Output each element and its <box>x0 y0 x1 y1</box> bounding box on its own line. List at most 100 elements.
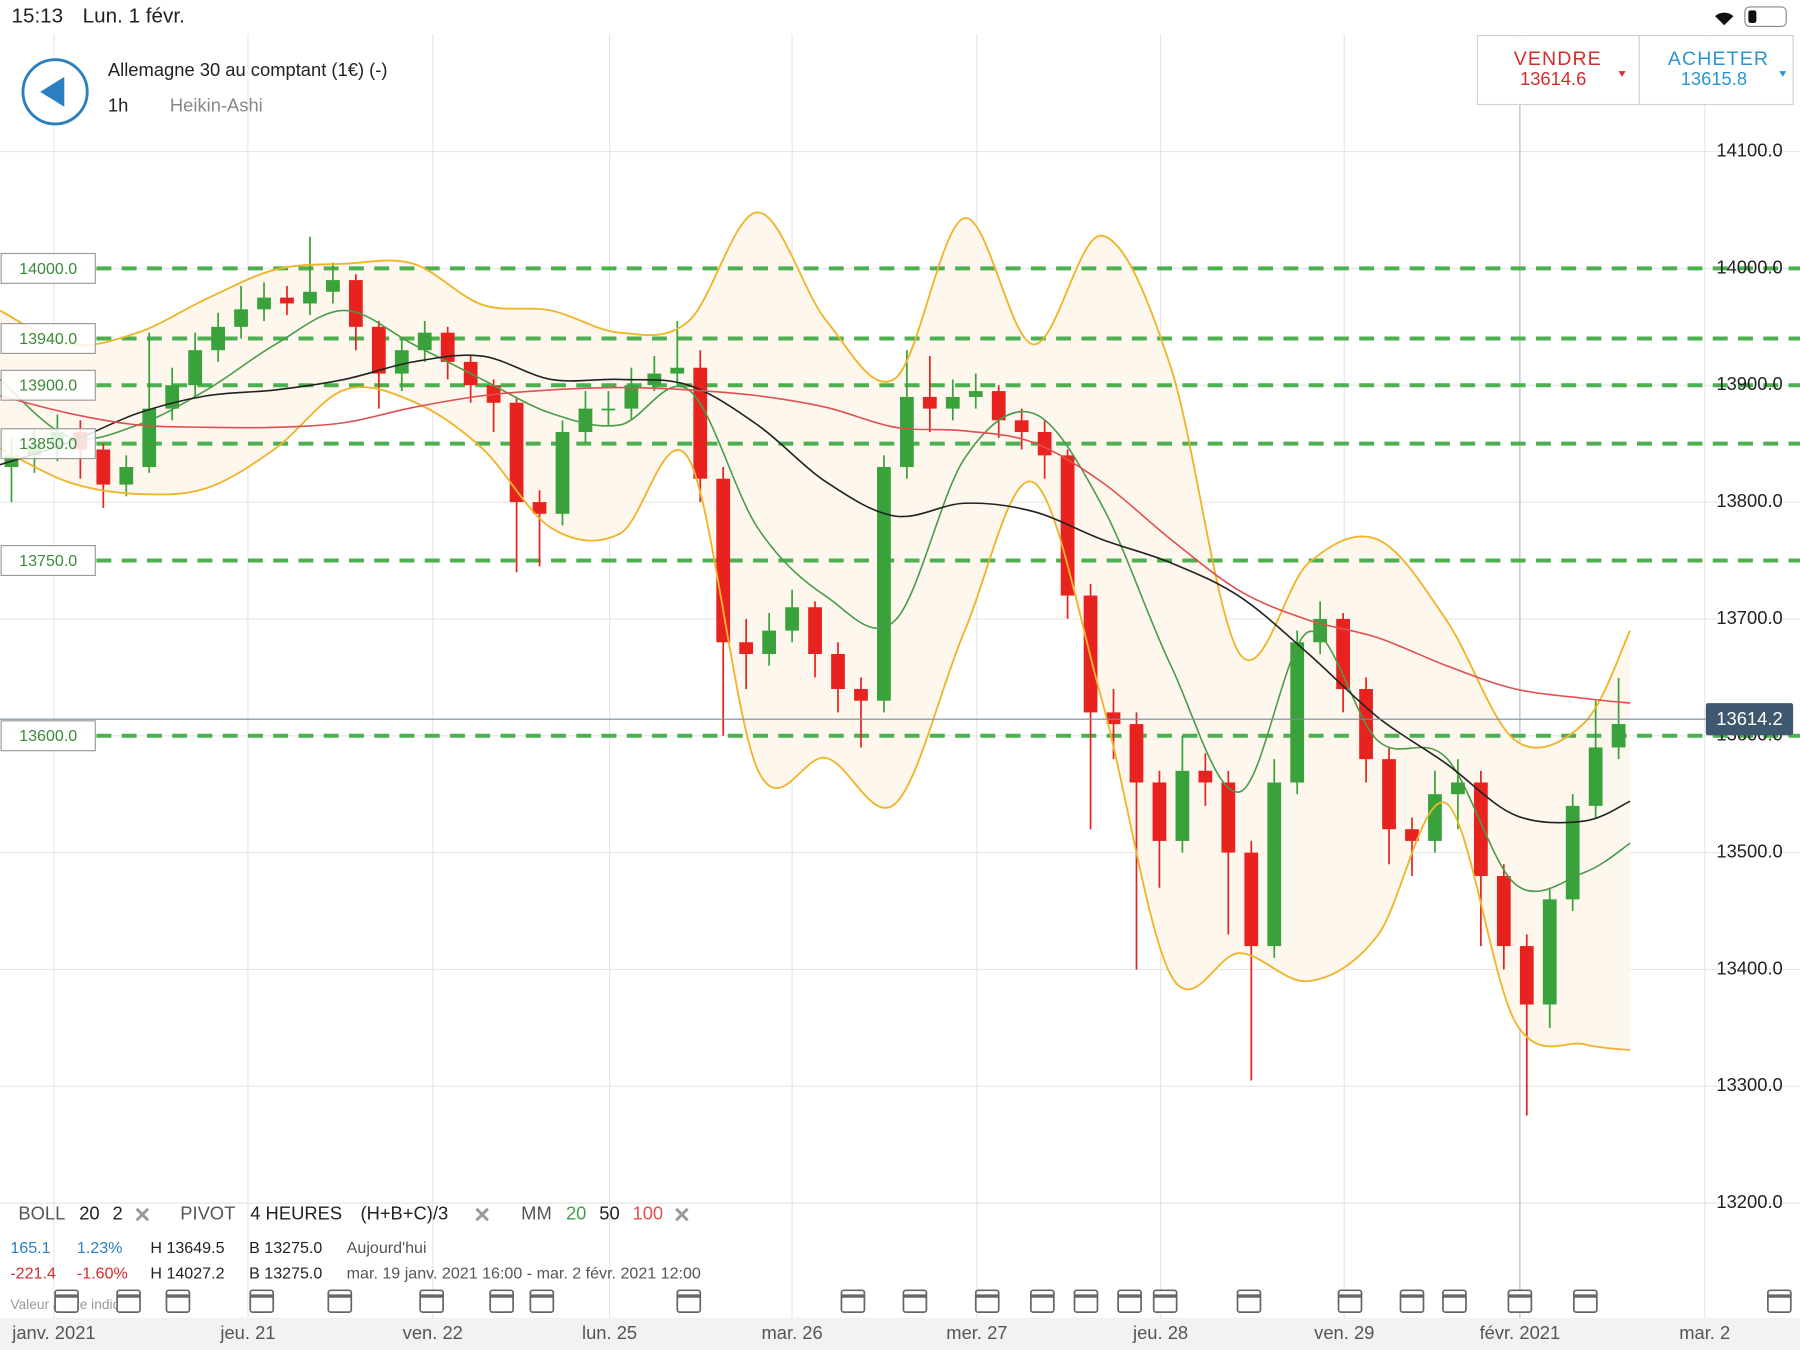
calendar-icon[interactable] <box>974 1289 1000 1313</box>
calendar-frame[interactable] <box>419 1289 444 1313</box>
calendar-icon[interactable] <box>1766 1289 1792 1313</box>
mm-label: MM <box>521 1202 552 1223</box>
back-button[interactable] <box>21 58 89 126</box>
buy-caret[interactable] <box>1779 71 1787 77</box>
calendar-frame[interactable] <box>1236 1289 1262 1313</box>
calendar-frame[interactable] <box>1442 1289 1467 1313</box>
candle-body <box>280 297 294 304</box>
back-arrow[interactable] <box>40 76 65 107</box>
calendar-icon[interactable] <box>1073 1289 1099 1313</box>
candle-body <box>234 309 248 327</box>
x-tick-label: mar. 2 <box>1679 1322 1730 1343</box>
period: mar. 19 janv. 2021 16:00 - mar. 2 févr. … <box>347 1264 701 1282</box>
calendar-icon[interactable] <box>1337 1289 1363 1313</box>
remove-stroke[interactable] <box>135 1207 150 1222</box>
remove-stroke[interactable] <box>675 1207 689 1222</box>
candle-body <box>1014 420 1029 432</box>
status-date: Lun. 1 févr. <box>83 5 185 28</box>
calendar-frame[interactable] <box>1117 1289 1142 1313</box>
calendar-icon[interactable] <box>1152 1289 1178 1313</box>
calendar-frame[interactable] <box>974 1289 1000 1313</box>
calendar-frame[interactable] <box>1572 1289 1598 1313</box>
calendar-icon[interactable] <box>1442 1289 1467 1313</box>
calendar-frame[interactable] <box>489 1289 514 1313</box>
buy-price[interactable]: 13615.8 <box>1681 68 1747 89</box>
calendar-icon[interactable] <box>1030 1289 1055 1313</box>
candle <box>945 379 960 421</box>
candle-body <box>762 630 777 654</box>
calendar-frame[interactable] <box>165 1289 191 1313</box>
wifi-icon <box>1715 12 1734 26</box>
calendar-frame[interactable] <box>529 1289 555 1313</box>
calendar-frame[interactable] <box>327 1289 353 1313</box>
candle-body <box>1519 946 1534 1005</box>
candle <box>716 467 731 736</box>
calendar-frame[interactable] <box>840 1289 866 1313</box>
calendar-frame[interactable] <box>902 1289 928 1313</box>
calendar-icon[interactable] <box>676 1289 702 1313</box>
pivot-label: 13850.0 <box>19 435 77 453</box>
candle <box>417 320 432 362</box>
calendar-icon[interactable] <box>1572 1289 1598 1313</box>
calendar-frame[interactable] <box>1766 1289 1792 1313</box>
sell-caret[interactable] <box>1618 71 1626 77</box>
calendar-frame[interactable] <box>249 1289 275 1313</box>
calendar-frame[interactable] <box>1399 1289 1425 1313</box>
calendar-icon[interactable] <box>529 1289 555 1313</box>
candle <box>440 326 455 380</box>
calendar-icon[interactable] <box>840 1289 866 1313</box>
remove-indicator[interactable] <box>675 1207 689 1222</box>
mm-period: 20 <box>566 1202 586 1223</box>
interval[interactable]: 1h <box>108 95 128 116</box>
calendar-icon[interactable] <box>165 1289 191 1313</box>
calendar-icon[interactable] <box>54 1289 79 1313</box>
candle-body <box>1496 875 1511 947</box>
candle <box>1473 770 1488 947</box>
calendar-frame[interactable] <box>1507 1289 1533 1313</box>
remove-indicator[interactable] <box>475 1207 489 1222</box>
remove-stroke[interactable] <box>475 1207 489 1222</box>
calendar-frame[interactable] <box>1030 1289 1055 1313</box>
calendar-icon[interactable] <box>419 1289 444 1313</box>
calendar-frame[interactable] <box>116 1289 141 1313</box>
calendar-icon[interactable] <box>1117 1289 1142 1313</box>
candle <box>1611 677 1626 760</box>
pivot-label: 13600.0 <box>19 727 77 745</box>
sell-label[interactable]: VENDRE <box>1514 48 1602 70</box>
calendar-icon[interactable] <box>1399 1289 1425 1313</box>
candle <box>1565 794 1580 912</box>
calendar-icon[interactable] <box>1507 1289 1533 1313</box>
y-tick-label: 13900.0 <box>1716 373 1782 394</box>
calendar-icon[interactable] <box>116 1289 141 1313</box>
buy-button[interactable]: ACHETER 13615.8 <box>1668 48 1787 89</box>
candle <box>808 601 822 678</box>
calendar-frame[interactable] <box>1073 1289 1099 1313</box>
candle-body <box>877 467 891 701</box>
period-high: H 14027.2 <box>150 1264 224 1282</box>
x-tick-label: jeu. 21 <box>219 1322 275 1343</box>
candle-body <box>1611 724 1626 748</box>
calendar-icon[interactable] <box>249 1289 275 1313</box>
current-price-box <box>1705 703 1794 736</box>
candle <box>142 332 157 473</box>
candle <box>1428 770 1442 853</box>
remove-indicator[interactable] <box>135 1207 150 1222</box>
calendar-frame[interactable] <box>1337 1289 1363 1313</box>
pivot-label-box <box>0 545 96 577</box>
y-tick-label: 13200.0 <box>1716 1191 1782 1212</box>
candle <box>1290 630 1305 795</box>
calendar-icon[interactable] <box>327 1289 353 1313</box>
buy-label[interactable]: ACHETER <box>1668 48 1769 70</box>
calendar-icon[interactable] <box>902 1289 928 1313</box>
sell-price[interactable]: 13614.6 <box>1520 68 1586 89</box>
calendar-frame[interactable] <box>676 1289 702 1313</box>
chart-style[interactable]: Heikin-Ashi <box>170 95 263 116</box>
calendar-icon[interactable] <box>489 1289 514 1313</box>
calendar-frame[interactable] <box>54 1289 79 1313</box>
sell-button[interactable]: VENDRE 13614.6 <box>1514 48 1626 89</box>
candle <box>670 320 685 386</box>
calendar-icon[interactable] <box>1236 1289 1262 1313</box>
candle-body <box>693 367 708 479</box>
calendar-frame[interactable] <box>1152 1289 1178 1313</box>
